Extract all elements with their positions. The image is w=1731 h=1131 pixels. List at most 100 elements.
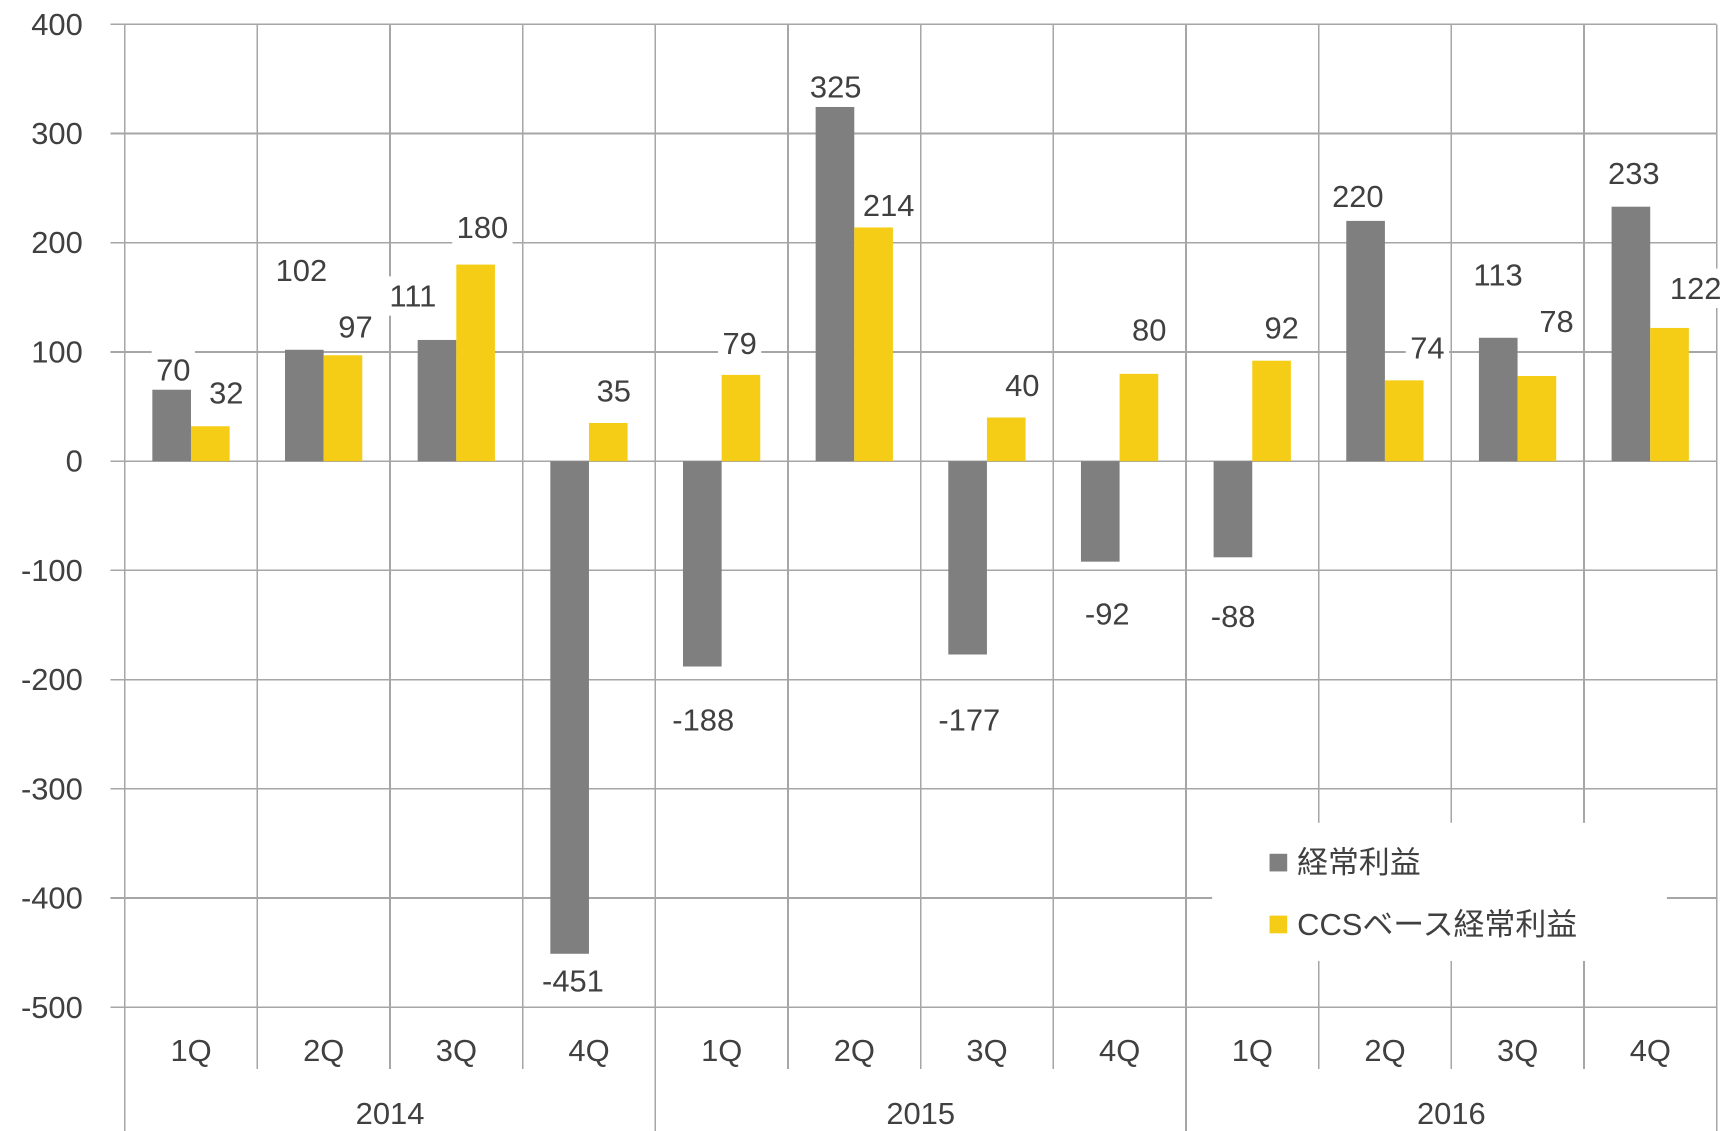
data-label-background (933, 700, 1005, 740)
y-tick-label: -400 (21, 881, 83, 916)
data-label-background (592, 371, 636, 411)
data-label-ordinary-profit: 102 (276, 253, 328, 288)
bar-ccs-ordinary-profit (721, 374, 761, 462)
bar-ccs-ordinary-profit (1252, 360, 1291, 462)
legend-swatch-ordinary-profit (1269, 853, 1288, 872)
bar-ordinary-profit (682, 461, 722, 667)
x-tick-label-quarter: 2Q (303, 1033, 344, 1068)
y-tick-label: 100 (31, 334, 83, 369)
data-label-background (1080, 594, 1135, 634)
data-labels: 70 102 111 -451 -188 325 -177 -92 -88 220 113 233 32… (151, 67, 1726, 1001)
y-tick-label: -500 (21, 990, 83, 1025)
x-tick-label-year: 2015 (886, 1096, 955, 1131)
x-tick-label-quarter: 2Q (1364, 1033, 1405, 1068)
legend-label-ordinary-profit: 経常利益 (1297, 845, 1421, 880)
data-label-background (805, 67, 866, 107)
legend: 経常利益 CCSベース経常利益 (1212, 822, 1667, 961)
y-tick-label: -200 (21, 662, 83, 697)
x-tick-label-quarter: 3Q (966, 1033, 1007, 1068)
bar-ordinary-profit (1611, 206, 1651, 462)
data-label-ccs-ordinary-profit: 32 (209, 376, 243, 411)
data-label-ordinary-profit: -92 (1085, 597, 1130, 632)
data-label-ordinary-profit: 325 (810, 70, 862, 105)
x-tick-label-quarter: 4Q (568, 1033, 609, 1068)
data-label-ccs-ordinary-profit: 80 (1132, 313, 1166, 348)
y-tick-label: -300 (21, 771, 83, 806)
data-label-background (667, 700, 739, 740)
x-tick-label-quarter: 1Q (170, 1033, 211, 1068)
data-label-background (1327, 176, 1389, 217)
data-label-ordinary-profit: 233 (1608, 156, 1660, 191)
data-label-background (151, 350, 195, 390)
data-label-ordinary-profit: 220 (1332, 179, 1384, 214)
data-label-background (1665, 268, 1726, 308)
data-label-background (384, 276, 441, 316)
data-label-background (333, 307, 378, 347)
bar-ccs-ordinary-profit (323, 355, 363, 462)
bar-ordinary-profit (948, 461, 987, 655)
data-label-background (1206, 596, 1260, 637)
data-label-ccs-ordinary-profit: 79 (722, 326, 756, 361)
bar-ccs-ordinary-profit (1119, 373, 1159, 462)
y-tick-label: 300 (31, 116, 83, 151)
x-tick-label-quarter: 4Q (1099, 1033, 1140, 1068)
bar-ordinary-profit (285, 349, 324, 462)
data-label-ordinary-profit: 111 (389, 278, 436, 313)
data-label-background (1127, 310, 1171, 350)
bar-ccs-ordinary-profit (588, 422, 628, 462)
data-label-ccs-ordinary-profit: 40 (1005, 368, 1039, 403)
bar-ccs-ordinary-profit (1517, 375, 1557, 462)
data-label-ccs-ordinary-profit: 35 (597, 373, 631, 408)
legend-background (1212, 822, 1667, 961)
bar-ordinary-profit (550, 461, 589, 954)
data-label-ordinary-profit: 113 (1473, 258, 1522, 293)
data-label-background (204, 373, 248, 413)
y-tick-label: -100 (21, 553, 83, 588)
x-tick-label-quarter: 3Q (436, 1033, 477, 1068)
data-label-ccs-ordinary-profit: 214 (863, 188, 915, 223)
data-label-background (271, 250, 332, 291)
bar-ordinary-profit (1346, 220, 1385, 462)
data-label-background (718, 323, 762, 364)
data-label-background (1603, 153, 1665, 194)
axis-labels: 400 300 200 100 0 -100 -200 -300 -400 -500 1Q 2Q 3Q 4… (21, 7, 1671, 1131)
bar-ordinary-profit (152, 384, 191, 462)
bar-ccs-ordinary-profit (190, 426, 230, 462)
data-label-background (1534, 301, 1579, 342)
x-tick-label-year: 2014 (356, 1096, 425, 1131)
data-label-background (1405, 328, 1450, 368)
y-tick-label: 0 (66, 444, 83, 479)
data-label-background (1260, 308, 1304, 348)
legend-label-ccs-ordinary-profit: CCSベース経常利益 (1297, 907, 1577, 942)
bars (152, 106, 1689, 954)
data-label-ccs-ordinary-profit: 78 (1539, 304, 1573, 339)
data-label-background (1469, 255, 1528, 295)
data-label-background (1000, 365, 1044, 406)
data-label-ccs-ordinary-profit: 92 (1264, 311, 1298, 346)
x-tick-label-quarter: 3Q (1497, 1033, 1538, 1068)
bar-ccs-ordinary-profit (456, 264, 495, 462)
data-label-ccs-ordinary-profit: 122 (1670, 271, 1722, 306)
x-tick-label-quarter: 2Q (834, 1033, 875, 1068)
y-tick-label: 400 (31, 7, 83, 42)
data-label-background (452, 207, 513, 248)
data-label-ordinary-profit: -177 (938, 703, 1000, 738)
data-label-ordinary-profit: -188 (672, 703, 734, 738)
data-label-ordinary-profit: -88 (1211, 599, 1256, 634)
legend-swatch-ccs-ordinary-profit (1269, 915, 1288, 934)
y-tick-label: 200 (31, 225, 83, 260)
bar-ccs-ordinary-profit (1384, 380, 1424, 462)
bar-ordinary-profit (1478, 337, 1518, 462)
bar-ordinary-profit (1213, 461, 1253, 558)
x-tick-label-year: 2016 (1417, 1096, 1486, 1131)
x-tick-label-quarter: 4Q (1630, 1033, 1671, 1068)
data-label-ordinary-profit: 70 (156, 353, 190, 388)
data-label-background (537, 961, 609, 1001)
bar-ordinary-profit (1080, 461, 1120, 562)
data-label-ccs-ordinary-profit: 97 (338, 309, 372, 344)
bar-ccs-ordinary-profit (1650, 327, 1689, 462)
x-tick-label-quarter: 1Q (1232, 1033, 1273, 1068)
x-tick-label-quarter: 1Q (701, 1033, 742, 1068)
data-label-ccs-ordinary-profit: 180 (457, 210, 509, 245)
